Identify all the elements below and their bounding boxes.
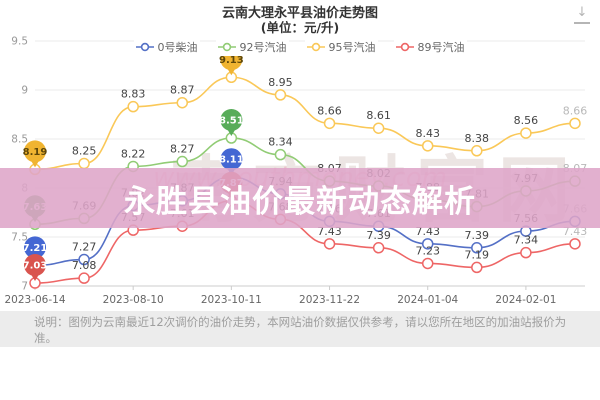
value-badge-label: 8.19 — [23, 147, 48, 158]
data-point-marker — [372, 122, 385, 134]
data-point-label: 8.56 — [514, 114, 539, 127]
x-axis-date-label: 2023-06-14 — [4, 294, 65, 306]
legend-label: 95号汽油 — [328, 41, 376, 54]
data-point-marker — [323, 238, 336, 250]
value-badge-label: 7.03 — [23, 261, 48, 272]
data-point-label: 7.43 — [317, 225, 342, 238]
data-point-marker — [78, 272, 90, 284]
data-point-marker — [520, 127, 532, 139]
data-point-label: 7.08 — [72, 259, 97, 272]
data-point-marker — [274, 148, 287, 161]
data-point-marker — [274, 89, 287, 101]
x-axis-date-label: 2024-01-04 — [397, 294, 458, 306]
legend-label: 92号汽油 — [239, 41, 287, 54]
data-point-marker — [421, 140, 434, 152]
data-point-label: 8.95 — [268, 76, 293, 89]
data-point-marker — [520, 246, 532, 259]
x-axis-date-label: 2023-11-22 — [299, 294, 360, 306]
legend-marker-icon — [135, 42, 154, 52]
data-point-marker — [569, 117, 581, 130]
data-point-label: 7.39 — [366, 229, 391, 242]
data-point-marker — [421, 257, 434, 270]
y-axis-tick-label: 9 — [21, 85, 28, 97]
legend-item-0[interactable]: 0号柴油 — [133, 38, 200, 56]
footer-disclaimer-text: 说明：图例为云南最近12次调价的油价走势，本网站油价数据仅供参考，请以您所在地区… — [34, 315, 567, 345]
value-badge-label: 9.13 — [219, 55, 244, 66]
data-point-marker — [421, 238, 434, 250]
data-point-label: 7.43 — [415, 225, 440, 238]
value-badge — [24, 236, 46, 259]
legend-item-3[interactable]: 89号汽油 — [393, 38, 467, 56]
data-point-label: 7.23 — [415, 244, 440, 257]
data-point-label: 8.25 — [72, 145, 97, 158]
value-badge — [24, 254, 46, 277]
value-badge-label: 8.11 — [219, 155, 244, 166]
legend-marker-icon — [395, 42, 414, 52]
data-point-marker — [569, 238, 581, 250]
data-point-label: 8.66 — [563, 104, 588, 117]
x-axis-date-label: 2024-02-01 — [495, 294, 556, 306]
chart-legend: 0号柴油 92号汽油 95号汽油 89号汽油 — [0, 38, 600, 56]
footer-disclaimer: 说明：图例为云南最近12次调价的油价走势，本网站油价数据仅供参考，请以您所在地区… — [0, 311, 600, 347]
y-axis-tick-label: 7 — [21, 281, 28, 293]
y-axis-tick-label: 9.5 — [11, 36, 28, 48]
data-point-marker — [372, 242, 385, 254]
data-point-label: 8.22 — [121, 147, 146, 160]
news-banner-title: 永胜县油价最新动态解析 — [124, 183, 476, 220]
value-badge-label: 7.21 — [23, 243, 48, 254]
data-point-label: 8.38 — [465, 132, 490, 145]
y-axis-tick-label: 7.5 — [11, 232, 28, 244]
legend-item-1[interactable]: 92号汽油 — [215, 38, 289, 56]
legend-marker-icon — [217, 42, 236, 52]
data-point-marker — [471, 145, 483, 157]
data-point-label: 7.27 — [72, 241, 97, 254]
legend-label: 89号汽油 — [417, 41, 465, 54]
legend-marker-icon — [306, 42, 325, 52]
data-point-marker — [471, 242, 483, 254]
data-point-marker — [78, 157, 90, 170]
data-point-label: 7.43 — [563, 225, 588, 238]
data-point-label: 8.83 — [121, 88, 146, 101]
y-axis-tick-label: 8.5 — [11, 134, 28, 146]
data-point-label: 8.61 — [366, 109, 391, 122]
x-axis-date-label: 2023-10-11 — [201, 294, 262, 306]
news-banner-overlay: 永胜县油价最新动态解析 — [0, 168, 600, 228]
data-point-label: 7.34 — [514, 234, 539, 247]
data-point-marker — [78, 253, 90, 266]
data-point-label: 8.87 — [170, 84, 195, 97]
download-chart-icon[interactable]: ↓ — [574, 6, 590, 24]
legend-label: 0号柴油 — [157, 41, 198, 54]
data-point-label: 8.27 — [170, 143, 195, 156]
data-point-marker — [176, 96, 189, 109]
x-axis-date-label: 2023-08-10 — [103, 294, 164, 306]
data-point-label: 7.19 — [465, 248, 490, 261]
value-badge — [220, 109, 243, 132]
value-badge-label: 8.51 — [219, 116, 244, 127]
data-point-label: 8.34 — [268, 136, 293, 149]
data-point-label: 7.39 — [465, 229, 490, 242]
legend-item-2[interactable]: 95号汽油 — [304, 38, 378, 56]
data-point-marker — [176, 155, 189, 168]
data-point-marker — [127, 100, 139, 113]
value-badge — [24, 140, 46, 163]
data-point-marker — [323, 117, 336, 130]
value-badge — [220, 148, 243, 171]
data-point-label: 8.43 — [415, 127, 440, 140]
data-point-label: 8.66 — [317, 104, 342, 117]
data-point-marker — [471, 261, 483, 274]
